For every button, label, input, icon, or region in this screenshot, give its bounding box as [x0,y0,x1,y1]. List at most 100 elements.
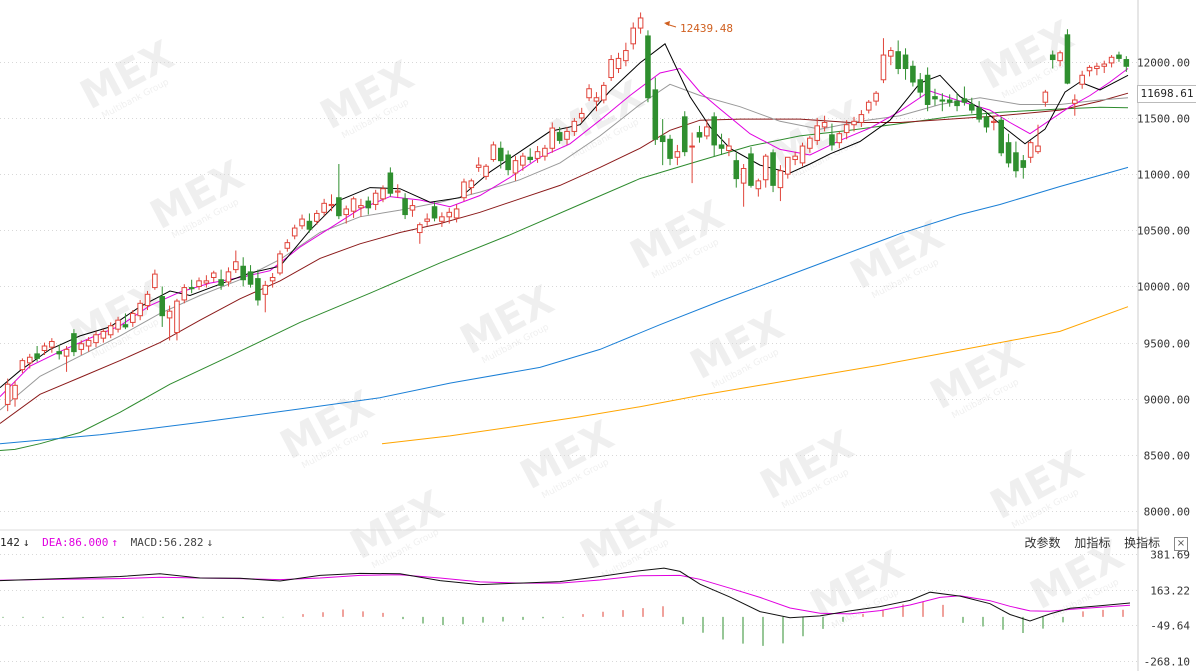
candle-body-up [623,50,629,62]
candle [829,123,835,151]
price-tick-label: 10500.00 [1137,225,1190,238]
candle [1094,62,1100,76]
candle-body-down [711,116,717,146]
candle [681,111,688,157]
candle-body-up [358,205,364,209]
candle [932,88,938,106]
candle-body-up [233,261,239,271]
candle-body-up [12,384,18,400]
dif-arrow: ↓ [22,536,30,549]
candle [954,93,960,112]
close-icon[interactable]: × [1174,536,1188,551]
candle-body-up [799,145,806,164]
candle-body-up [785,156,791,175]
candle-body-up [196,280,202,287]
candle [210,270,217,282]
candle [961,86,968,106]
candle-body-down [902,54,909,70]
macd-legend-item: MACD:56.282 ↓ [131,536,220,549]
candle [1049,50,1056,69]
candle-body-down [946,99,953,103]
candle [291,224,298,240]
candle [299,214,305,230]
candle [637,12,644,34]
dea-label: DEA: [42,536,69,549]
macd-arrow: ↓ [206,536,214,549]
candle-body-down [218,279,224,286]
candle [762,153,769,188]
candle-body-up [792,155,798,161]
candle-body-up [284,242,291,249]
candle [34,346,40,362]
candle-body-down [968,103,975,111]
candle-body-up [107,325,114,336]
candle [115,316,121,333]
candle [586,84,592,102]
candle [402,193,408,220]
candle-body-down [247,271,254,285]
candle [269,272,276,288]
dif-value: 142 [0,536,20,549]
candle [630,22,637,50]
candle [792,151,798,166]
candle-body-up [313,212,320,222]
candle [652,77,659,145]
candle-body-up [321,202,327,213]
candle-body-down [895,51,901,70]
candle [218,269,224,290]
candle-body-down [255,278,261,301]
current-price-badge: 11698.61 [1137,85,1196,103]
candle-body-up [512,160,519,174]
price-tick-label: 12000.00 [1137,57,1190,70]
candle-body-up [4,383,11,405]
candle-body-down [976,107,982,120]
candle [983,112,990,133]
switch-indicator-button[interactable]: 换指标 [1124,536,1161,550]
candle-body-down [667,138,673,159]
candle-body-up [461,181,467,199]
candle [240,257,246,287]
candle [56,344,62,360]
candle-body-up [843,124,850,134]
candle-body-up [586,88,592,99]
candle-body-up [637,17,644,29]
candle [527,148,533,163]
add-indicator-button[interactable]: 加指标 [1074,536,1111,550]
candle [843,120,850,140]
candle [181,284,188,304]
candle-body-down [306,220,313,230]
candle [615,52,622,74]
candle-body-up [601,84,607,101]
candle [4,378,11,412]
candle [623,42,629,67]
candle-body-up [394,190,401,193]
candle [659,119,666,166]
macd-grid [0,554,1138,662]
change-params-button[interactable]: 改参数 [1024,536,1061,550]
candle-body-down [1049,54,1056,61]
candle-body-up [299,218,305,227]
candle [888,47,894,66]
candle-body-up [380,188,386,200]
candle [225,267,232,287]
candle-body-down [159,296,166,317]
candle-body-down [748,153,754,186]
candle [277,250,283,276]
candle [836,131,843,149]
candle-body-up [542,147,548,157]
candle [328,194,335,212]
candle-body-up [858,114,865,123]
candle-body-up [203,280,210,284]
dif-legend: 142 ↓ [0,536,36,549]
high-price-label: 12439.48 [680,22,733,35]
candle [1035,124,1041,154]
candle-body-up [593,97,600,102]
candle [372,189,379,211]
ma10-line [0,67,1129,397]
